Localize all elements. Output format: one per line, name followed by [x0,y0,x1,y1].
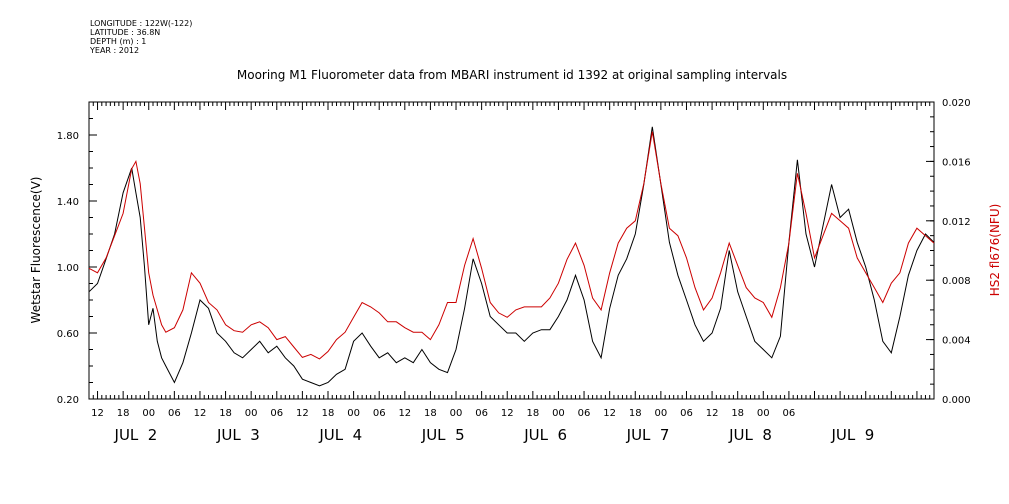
metadata-block: LONGITUDE : 122W(-122) LATITUDE : 36.8N … [90,19,192,55]
right-axis-ticks: 0.000 0.004 0.008 0.012 0.016 0.020 [926,98,971,406]
x-tick-label: 18 [526,408,539,419]
x-tick-label: 06 [578,408,591,419]
right-tick-label: 0.008 [942,276,971,287]
x-tick-label: 12 [91,408,104,419]
x-tick-label: 12 [296,408,309,419]
x-axis-ticks: 12 18 00 06 12 18 00 06 12 18 00 06 12 18 00 06 12 18 00 06… [88,102,935,444]
right-tick-label: 0.012 [942,217,971,228]
x-tick-label: 00 [655,408,668,419]
x-tick-label: 12 [603,408,616,419]
x-tick-label: 12 [398,408,411,419]
date-label: JUL 8 [728,426,772,444]
left-axis-label: Wetstar Fluorescence(V) [29,177,43,324]
left-tick-label: 0.60 [57,329,79,340]
x-tick-label: 18 [117,408,130,419]
x-tick-label: 00 [142,408,155,419]
x-tick-label: 00 [245,408,258,419]
x-tick-label: 18 [731,408,744,419]
right-tick-label: 0.004 [942,336,971,347]
date-label: JUL 6 [523,426,567,444]
x-tick-label: 06 [475,408,488,419]
x-tick-label: 06 [680,408,693,419]
series-layer [88,126,935,387]
x-tick-label: 00 [450,408,463,419]
plot-frame [88,101,935,400]
left-axis-ticks: 0.20 0.60 1.00 1.40 1.80 [57,101,97,406]
date-label: JUL 3 [216,426,260,444]
left-tick-label: 0.20 [57,395,79,406]
left-tick-label: 1.40 [57,197,79,208]
x-tick-label: 06 [373,408,386,419]
date-label: JUL 4 [318,426,362,444]
date-label: JUL 7 [626,426,670,444]
right-tick-label: 0.000 [942,395,971,406]
left-tick-label: 1.80 [57,131,79,142]
hs2-fl676-line [88,131,935,360]
right-tick-label: 0.016 [942,157,971,168]
x-tick-label: 00 [757,408,770,419]
x-tick-label: 00 [552,408,565,419]
x-tick-label: 06 [168,408,181,419]
chart-title: Mooring M1 Fluorometer data from MBARI i… [237,68,787,82]
x-tick-label: 18 [629,408,642,419]
right-tick-label: 0.020 [942,98,971,109]
date-label: JUL 5 [421,426,465,444]
left-tick-label: 1.00 [57,263,79,274]
x-tick-label: 18 [322,408,335,419]
meta-year: YEAR : 2012 [90,46,140,55]
right-axis-label: HS2 fl676(NFU) [988,204,1002,297]
wetstar-fluorescence-line [88,126,935,387]
meta-longitude: LONGITUDE : 122W(-122) [90,19,193,28]
date-label: JUL 9 [830,426,874,444]
x-tick-label: 00 [347,408,360,419]
x-tick-label: 12 [501,408,514,419]
meta-depth: DEPTH (m) : 1 [90,37,147,46]
meta-latitude: LATITUDE : 36.8N [90,28,161,37]
x-tick-label: 06 [270,408,283,419]
x-tick-label: 06 [783,408,796,419]
x-tick-label: 12 [706,408,719,419]
x-tick-label: 18 [424,408,437,419]
date-label: JUL 2 [114,426,158,444]
x-tick-label: 12 [194,408,207,419]
x-tick-label: 18 [219,408,232,419]
